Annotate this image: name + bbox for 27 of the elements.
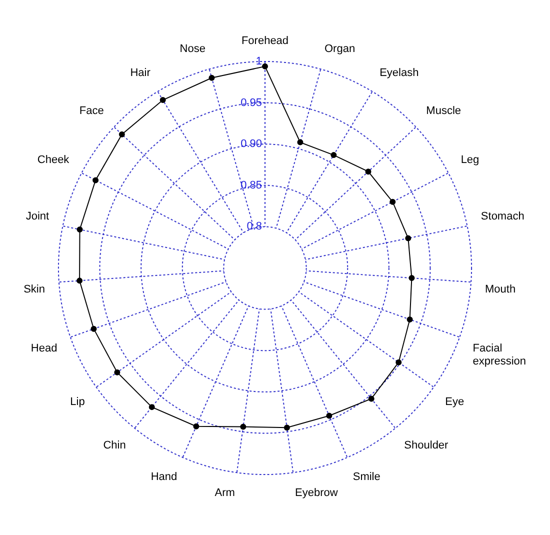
- spoke-label: Head: [30, 342, 58, 354]
- spoke-label: Lip: [70, 396, 85, 408]
- spoke-label: Joint: [26, 210, 50, 223]
- spoke-label: Muscle: [426, 104, 462, 117]
- spoke-label: Stomach: [480, 210, 524, 223]
- y-tick-label: 0.85: [240, 179, 262, 192]
- spoke-label: Facial expression: [472, 342, 526, 368]
- spoke-label: Cheek: [37, 154, 70, 166]
- spoke-label: Shoulder: [404, 440, 449, 452]
- spoke-label: Hair: [130, 67, 151, 79]
- spoke-label: Hand: [150, 470, 178, 483]
- spoke-label: Skin: [24, 284, 45, 296]
- y-tick-label: 0.90: [240, 138, 262, 150]
- spoke-label: Chin: [103, 440, 126, 452]
- spoke-label: Organ: [324, 43, 356, 56]
- spoke-label: Arm: [214, 487, 235, 500]
- spoke-label: Mouth: [485, 284, 516, 296]
- spoke-label: Leg: [460, 154, 480, 166]
- spoke-label: Eyelash: [380, 67, 419, 79]
- spoke-label: Smile: [352, 470, 380, 483]
- y-tick-label: 0.95: [240, 96, 262, 109]
- y-tick-label: 0.8: [246, 220, 262, 233]
- spoke-label: Eyebrow: [295, 487, 338, 500]
- spoke-label: Nose: [180, 43, 206, 56]
- spoke-label: Forehead: [241, 34, 289, 47]
- spoke-label: Eye: [445, 396, 464, 408]
- spoke-label: Face: [79, 104, 104, 117]
